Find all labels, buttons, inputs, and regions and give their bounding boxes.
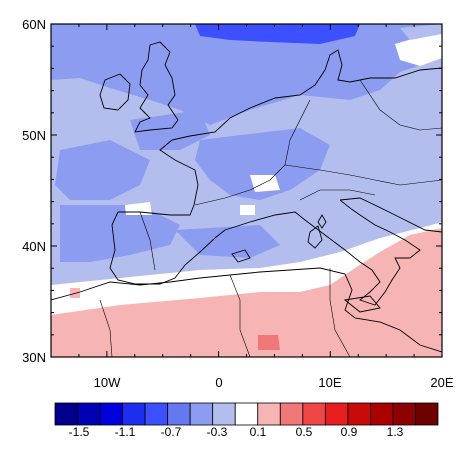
colorbar-swatch — [167, 402, 191, 426]
colorbar-label: -1.1 — [115, 425, 136, 439]
colorbar-label: 1.3 — [387, 425, 404, 439]
colorbar-swatch — [370, 402, 394, 426]
axis-ticks — [50, 23, 443, 358]
colorbar-swatch — [77, 402, 101, 426]
colorbar-swatch — [144, 402, 169, 426]
lat-label-50n: 50N — [22, 128, 46, 143]
colorbar-swatch — [189, 402, 214, 426]
lon-label-0: 0 — [215, 375, 222, 390]
lon-label-10e: 10E — [318, 375, 341, 390]
colorbar-swatch — [347, 402, 371, 426]
colorbar-label: 0.9 — [341, 425, 358, 439]
lat-label-60n: 60N — [22, 17, 46, 32]
colorbar-swatch — [234, 402, 259, 426]
colorbar-swatch — [54, 402, 78, 426]
colorbar-swatch — [122, 402, 146, 426]
colorbar-swatch — [415, 402, 439, 426]
lat-label-40n: 40N — [22, 239, 46, 254]
colorbar-label: 0.5 — [296, 425, 313, 439]
coastlines — [51, 41, 442, 357]
lon-label-20e: 20E — [430, 375, 453, 390]
colorbar-label: -1.5 — [69, 425, 90, 439]
colorbar-swatch — [279, 402, 304, 426]
colorbar-swatch — [257, 402, 281, 426]
lon-label-10w: 10W — [94, 375, 121, 390]
anomaly-field — [51, 24, 442, 357]
colorbar-swatch — [302, 402, 326, 426]
colorbar-swatch — [212, 402, 236, 426]
colorbar-swatch — [324, 402, 349, 426]
colorbar-labels: -1.5 -1.1 -0.7 -0.3 0.1 0.5 0.9 1.3 — [69, 425, 404, 439]
lat-label-30n: 30N — [22, 350, 46, 365]
colorbar-swatch — [99, 402, 123, 426]
colorbar-label: 0.1 — [250, 425, 267, 439]
colorbar-label: -0.7 — [161, 425, 182, 439]
colorbar-swatch — [392, 402, 416, 426]
colorbar-label: -0.3 — [207, 425, 228, 439]
colorbar — [54, 402, 439, 426]
